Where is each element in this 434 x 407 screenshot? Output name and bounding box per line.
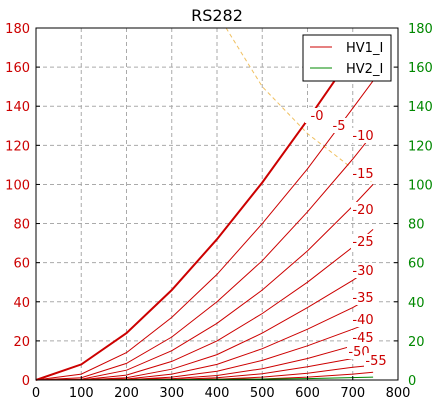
y-tick-label: 20 xyxy=(13,335,30,350)
legend-label-hv1: HV1_I xyxy=(346,41,383,56)
series-line-neg10 xyxy=(35,133,374,381)
x-axis-ticks: 0 100 200 300 400 500 600 700 800 xyxy=(32,376,411,401)
series-line-neg25 xyxy=(36,266,374,381)
curve-label-bg xyxy=(327,118,352,133)
curve-label-bg xyxy=(351,290,376,305)
curve-label: -40 xyxy=(352,313,373,328)
legend: HV1_I HV2_I xyxy=(302,34,392,82)
curve-label: -5 xyxy=(333,119,346,134)
curve-label-bg xyxy=(351,234,376,249)
y-tick-label: 60 xyxy=(13,257,30,272)
curve-labels: -0-5-10-15-20-25-30-35-40-45-50-55 xyxy=(305,108,389,369)
series-line-neg20 xyxy=(35,229,374,381)
series-line-neg30 xyxy=(35,295,374,381)
curve-label-bg xyxy=(351,202,376,217)
y2-tick-label: 0 xyxy=(408,374,416,389)
y2-tick-label: 140 xyxy=(408,100,433,115)
y-tick-label: 0 xyxy=(22,374,30,389)
y-tick-label: 120 xyxy=(5,139,30,154)
curve-label-bg xyxy=(305,108,330,123)
y-tick-label: 140 xyxy=(5,100,30,115)
x-tick-label: 200 xyxy=(114,386,139,401)
curve-label-bg xyxy=(351,312,376,327)
chart-title: RS282 xyxy=(191,6,243,25)
y2-tick-label: 180 xyxy=(408,22,433,37)
curve-label: -45 xyxy=(352,331,373,346)
curve-label: -30 xyxy=(352,264,373,279)
curve-label: -35 xyxy=(352,291,373,306)
x-tick-label: 400 xyxy=(205,386,230,401)
curve-label: -55 xyxy=(365,354,386,369)
curve-label-bg xyxy=(351,330,376,345)
x-tick-label: 600 xyxy=(295,386,320,401)
y2-tick-label: 80 xyxy=(408,218,425,233)
x-tick-label: 300 xyxy=(159,386,184,401)
series-line-neg0 xyxy=(35,60,350,381)
legend-label-hv2: HV2_I xyxy=(346,62,383,77)
y2-tick-label: 60 xyxy=(408,257,425,272)
curve-label-bg xyxy=(364,353,389,368)
y-tick-label: 100 xyxy=(5,178,30,193)
curve-label: -25 xyxy=(352,235,373,250)
x-tick-label: 800 xyxy=(386,386,411,401)
y-tick-label: 160 xyxy=(5,61,30,76)
y2-tick-label: 100 xyxy=(408,178,433,193)
curve-label-bg xyxy=(351,128,376,143)
y2-tick-label: 120 xyxy=(408,139,433,154)
curve-label: -20 xyxy=(352,203,373,218)
curve-label: -10 xyxy=(352,129,373,144)
series-line-neg15 xyxy=(35,184,374,381)
y-tick-label: 180 xyxy=(5,22,30,37)
x-tick-label: 500 xyxy=(250,386,275,401)
y2-tick-label: 20 xyxy=(408,335,425,350)
y-axis-ticks: 0 20 40 60 80 100 120 140 160 180 xyxy=(5,22,40,389)
curve-label: -15 xyxy=(352,167,373,182)
x-tick-label: 700 xyxy=(340,386,365,401)
x-tick-label: 0 xyxy=(32,386,40,401)
curve-label-bg xyxy=(351,166,376,181)
x-tick-label: 100 xyxy=(69,386,94,401)
curve-label-bg xyxy=(351,263,376,278)
y-tick-label: 40 xyxy=(13,296,30,311)
legend-box xyxy=(302,34,392,82)
y2-axis-ticks: 0 20 40 60 80 100 120 140 160 180 xyxy=(394,22,433,389)
series-line-neg5 xyxy=(35,80,374,381)
y2-tick-label: 40 xyxy=(408,296,425,311)
curve-label: -0 xyxy=(311,109,324,124)
y2-tick-label: 160 xyxy=(408,61,433,76)
y-tick-label: 80 xyxy=(13,218,30,233)
